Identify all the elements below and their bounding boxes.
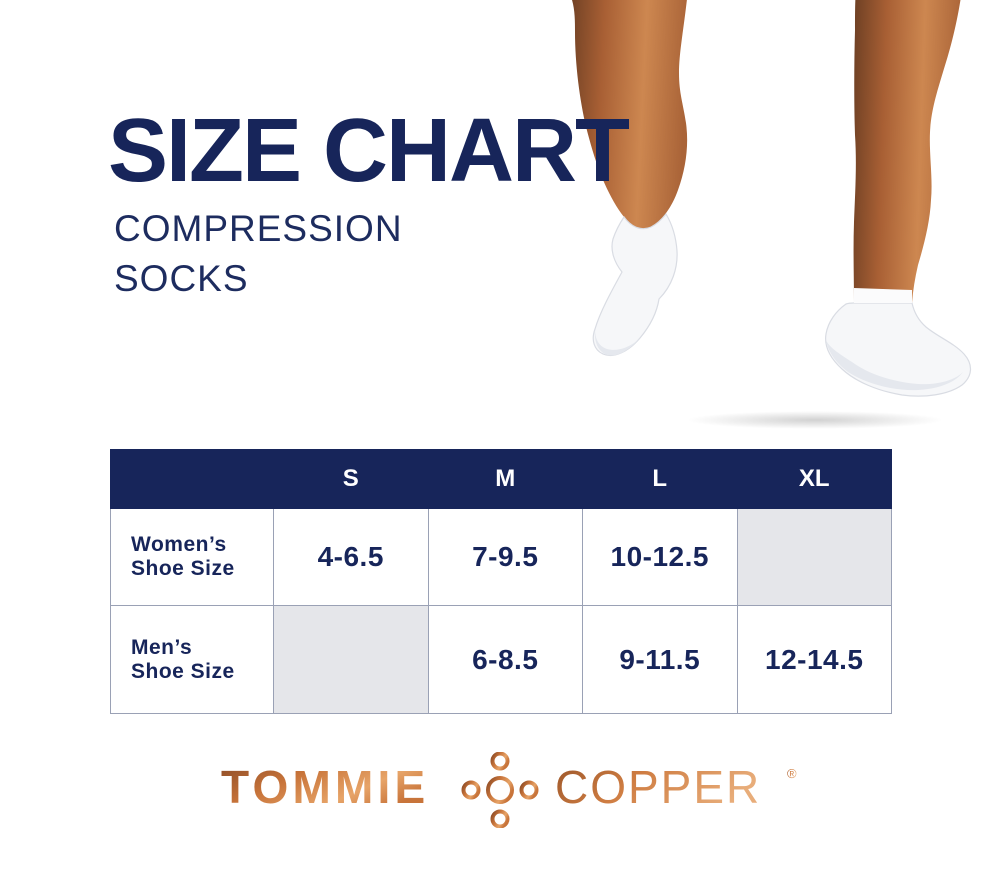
svg-text:®: ® xyxy=(787,766,797,781)
svg-text:COPPER: COPPER xyxy=(555,761,761,813)
svg-text:TOMMIE: TOMMIE xyxy=(221,761,429,813)
